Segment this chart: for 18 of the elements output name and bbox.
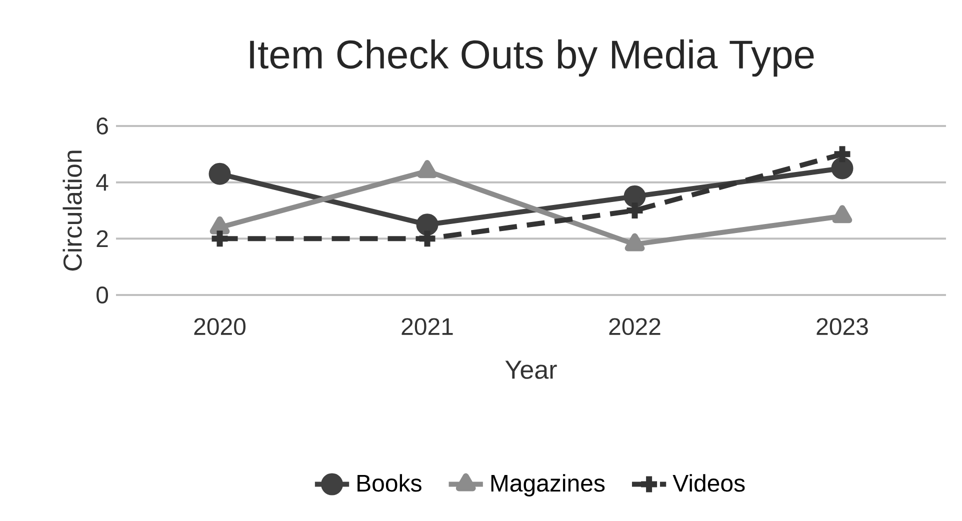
point bbox=[624, 185, 646, 208]
y-tick-label: 6 bbox=[96, 118, 108, 134]
point bbox=[416, 214, 438, 236]
x-tick-label: 2022 bbox=[609, 318, 660, 336]
point bbox=[831, 157, 854, 180]
x-tick-label: 2021 bbox=[402, 318, 453, 336]
chart-title: Item Check Outs by Media Type bbox=[250, 39, 814, 77]
y-tick-label: 0 bbox=[96, 286, 108, 304]
x-tick-label: 2023 bbox=[816, 318, 868, 336]
x-tick-label: 2020 bbox=[194, 318, 246, 336]
legend-label: Books bbox=[358, 474, 422, 492]
y-axis-title: Circulation bbox=[62, 150, 82, 271]
y-tick-label: 4 bbox=[96, 174, 108, 191]
legend-label: Magazines bbox=[491, 474, 605, 496]
y-tick-label: 2 bbox=[96, 230, 108, 248]
x-axis-title: Year bbox=[505, 360, 557, 379]
point bbox=[208, 162, 231, 185]
legend-label: Videos bbox=[672, 474, 745, 492]
